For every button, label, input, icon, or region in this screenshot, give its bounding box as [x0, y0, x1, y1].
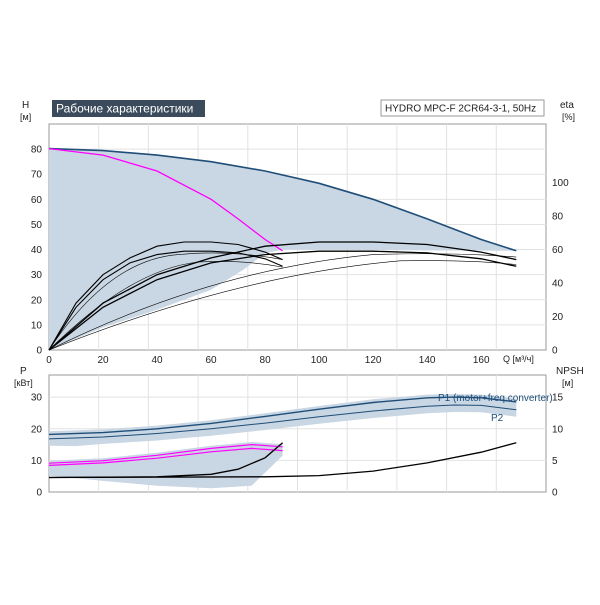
upper-operating-envelope: [49, 148, 517, 350]
y-left-tick-label: 40: [31, 245, 43, 256]
power-axis-label: P: [20, 366, 27, 377]
x-tick-label: 40: [151, 355, 163, 366]
y-right-tick-label: 0: [552, 346, 558, 357]
legend-p2: P2: [491, 413, 504, 424]
upper-tick-labels: 0 20 40 60 80 100 120 140 160 0 10 20 30 40 50 60 70 80 0 2…: [31, 145, 569, 366]
thin-curve-3: [48, 253, 517, 351]
npsh-tick-label: 10: [552, 424, 564, 435]
y-right-tick-label: 80: [552, 212, 564, 223]
power-axis-unit: [кВт]: [14, 378, 33, 388]
x-tick-label: 160: [473, 355, 490, 366]
y-left-tick-label: 10: [31, 320, 43, 331]
power-curve-single-2: [48, 447, 283, 466]
efficiency-curve-single-1: [48, 241, 283, 351]
npsh-curve-2: [48, 442, 517, 479]
x-tick-label: 120: [365, 355, 382, 366]
legend-p1: P1 (motor+freq.converter): [438, 393, 553, 404]
y-left-unit: [м]: [20, 112, 31, 122]
y-left-tick-label: 80: [31, 145, 43, 156]
y-left-label: H: [22, 100, 29, 111]
thin-curve-4: [48, 260, 517, 351]
power-tick-label: 0: [36, 488, 42, 499]
lower-curves: [48, 396, 517, 479]
power-tick-label: 10: [31, 456, 43, 467]
thin-curve-1: [48, 252, 283, 351]
efficiency-curve-single-2: [48, 250, 283, 351]
y-left-tick-label: 70: [31, 170, 43, 181]
power-curve-p1: [48, 396, 517, 436]
y-left-tick-label: 30: [31, 270, 43, 281]
y-right-tick-label: 40: [552, 279, 564, 290]
x-tick-label: 0: [46, 355, 52, 366]
efficiency-curve-system-1: [48, 241, 517, 351]
lower-plot: 0 10 20 30 0 5 10 15 P [кВт] NPSH [м] P1 (motor…: [14, 366, 584, 499]
y-right-tick-label: 20: [552, 312, 564, 323]
power-tick-label: 20: [31, 424, 43, 435]
upper-curves: [48, 147, 517, 351]
y-right-tick-label: 100: [552, 178, 569, 189]
x-tick-label: 20: [97, 355, 109, 366]
x-tick-label: 140: [419, 355, 436, 366]
npsh-axis-label: NPSH: [556, 366, 584, 377]
x-tick-label: 60: [206, 355, 218, 366]
npsh-tick-label: 0: [552, 488, 558, 499]
lower-tick-labels: 0 10 20 30 0 5 10 15: [31, 393, 564, 499]
y-right-label: eta: [560, 100, 574, 111]
npsh-tick-label: 5: [552, 456, 558, 467]
npsh-axis-unit: [м]: [562, 378, 573, 388]
head-curve-system: [48, 147, 517, 252]
upper-plot: 0 20 40 60 80 100 120 140 160 0 10 20 30 40 50 60 70 80 0 2…: [20, 99, 575, 366]
x-axis-label: Q [м³/ч]: [503, 354, 534, 364]
y-left-tick-label: 50: [31, 220, 43, 231]
y-left-tick-label: 60: [31, 195, 43, 206]
y-left-tick-label: 0: [36, 346, 42, 357]
npsh-tick-label: 15: [552, 393, 564, 404]
y-right-tick-label: 60: [552, 245, 564, 256]
model-label: HYDRO MPC-F 2CR64-3-1, 50Hz: [385, 104, 536, 115]
thin-curve-2: [48, 261, 283, 351]
y-right-unit: [%]: [562, 112, 575, 122]
x-tick-label: 80: [260, 355, 272, 366]
power-curve-p2: [48, 404, 517, 440]
x-tick-label: 100: [311, 355, 328, 366]
chart-title: Рабочие характеристики: [56, 102, 193, 116]
y-left-tick-label: 20: [31, 295, 43, 306]
efficiency-curve-system-2: [48, 250, 517, 351]
power-tick-label: 30: [31, 393, 43, 404]
model-label-box: [380, 99, 545, 117]
head-curve-single-pump: [48, 147, 283, 252]
chart-title-box: [52, 100, 205, 117]
power-curve-single-1: [48, 443, 283, 464]
